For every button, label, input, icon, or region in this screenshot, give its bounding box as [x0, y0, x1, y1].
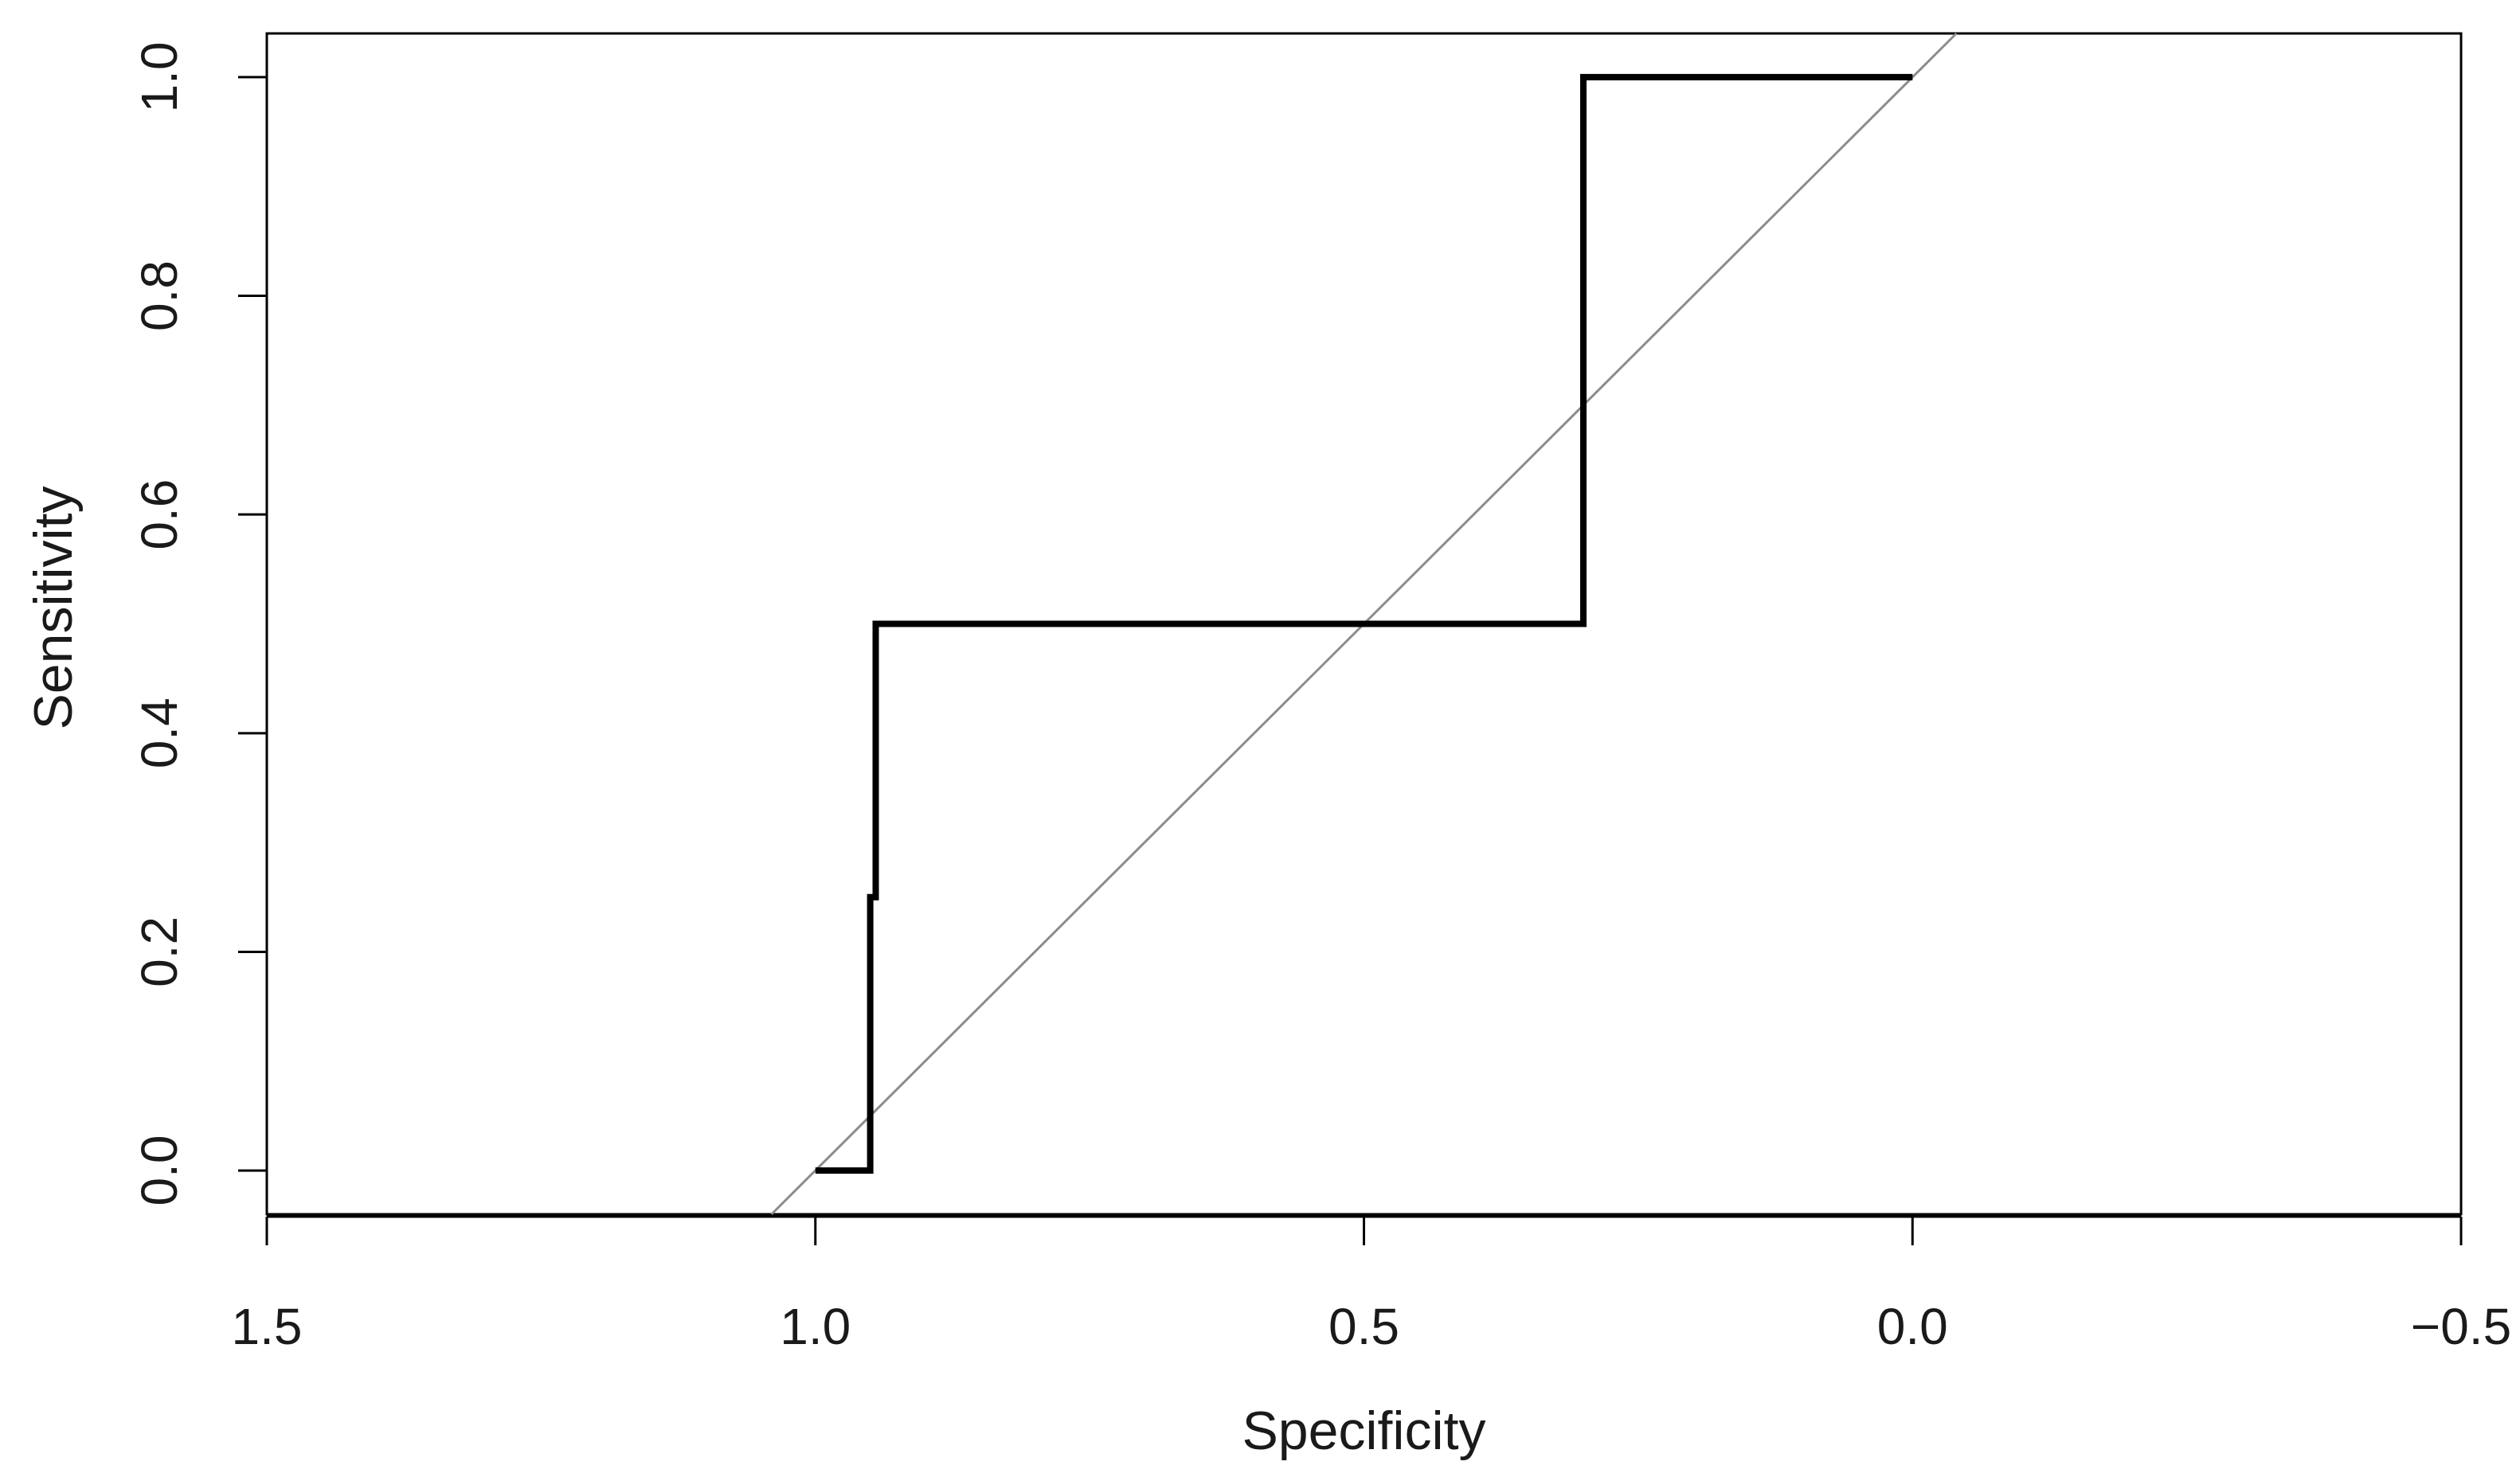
y-axis: 0.0 0.2 0.4 0.6 0.8 1.0 — [131, 41, 268, 1206]
y-tick-label: 0.4 — [131, 697, 188, 768]
x-tick-label: 1.5 — [232, 1298, 303, 1355]
roc-curve-series-0 — [815, 73, 1913, 1174]
y-tick-label: 0.8 — [131, 260, 188, 331]
x-tick-label: 0.5 — [1328, 1298, 1399, 1355]
x-tick-label: −0.5 — [2411, 1298, 2511, 1355]
x-tick-label: 0.0 — [1877, 1298, 1948, 1355]
series-layer — [815, 73, 1913, 1174]
y-tick-label: 0.6 — [131, 479, 188, 550]
y-tick-label: 0.0 — [131, 1135, 188, 1206]
y-tick-label: 1.0 — [131, 41, 188, 112]
x-axis-title: Specificity — [1242, 1401, 1485, 1461]
y-axis-title: Sensitivity — [23, 486, 84, 729]
x-tick-label: 1.0 — [780, 1298, 851, 1355]
y-tick-label: 0.2 — [131, 916, 188, 987]
x-axis: 1.5 1.0 0.5 0.0 −0.5 — [232, 1215, 2511, 1355]
